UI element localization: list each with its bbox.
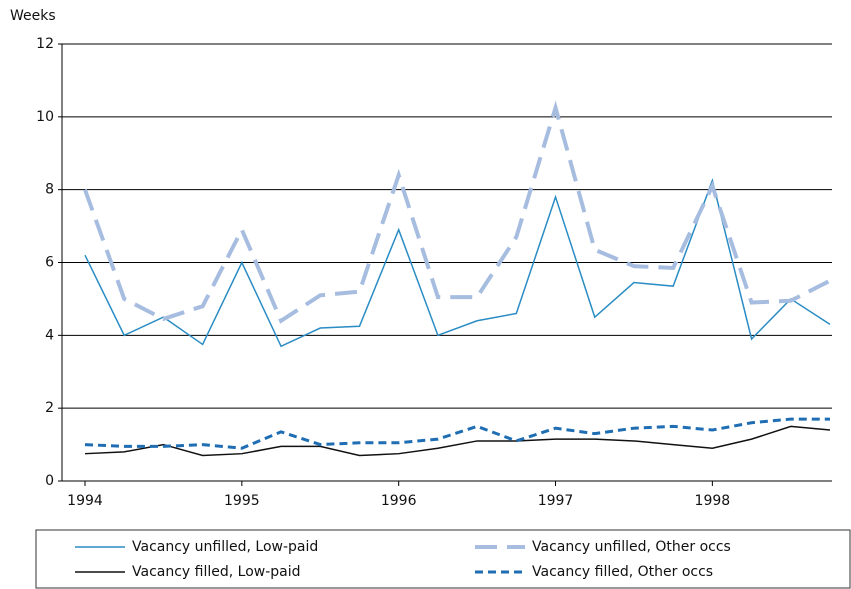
y-tick-label: 8 xyxy=(45,182,54,198)
x-tick-label: 1998 xyxy=(695,493,731,509)
y-tick-label: 0 xyxy=(45,473,54,489)
legend-label: Vacancy filled, Other occs xyxy=(532,564,713,580)
y-tick-label: 6 xyxy=(45,255,54,271)
legend-label: Vacancy unfilled, Other occs xyxy=(532,539,731,555)
series-line xyxy=(84,417,830,450)
y-tick-label: 12 xyxy=(36,36,54,52)
series-line xyxy=(84,178,831,348)
y-tick-label: 2 xyxy=(45,400,54,416)
y-axis-label: Weeks xyxy=(10,8,56,24)
y-tick-label: 4 xyxy=(45,327,54,343)
legend-label: Vacancy filled, Low-paid xyxy=(132,564,301,580)
legend-label: Vacancy unfilled, Low-paid xyxy=(132,539,318,555)
series-line xyxy=(84,425,831,457)
y-tick-label: 10 xyxy=(36,109,54,125)
x-tick-label: 1994 xyxy=(67,493,103,509)
x-tick-label: 1995 xyxy=(224,493,260,509)
x-tick-label: 1997 xyxy=(538,493,574,509)
legend-box xyxy=(35,529,851,589)
series-line xyxy=(83,100,831,324)
x-tick-label: 1996 xyxy=(381,493,417,509)
